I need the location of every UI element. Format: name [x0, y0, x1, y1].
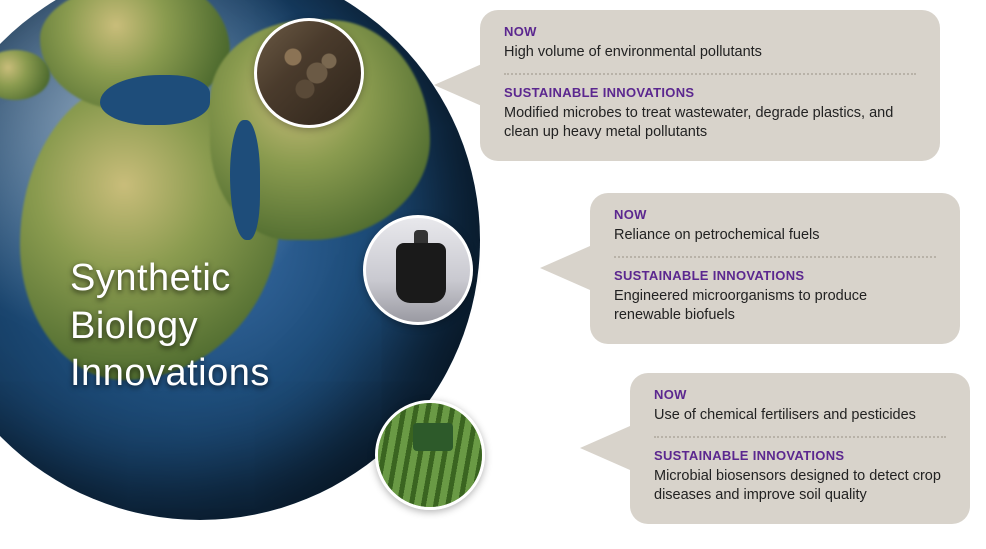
sea-red [230, 120, 260, 240]
title-line-1: Synthetic [70, 255, 270, 303]
innovations-text: Modified microbes to treat wastewater, d… [504, 104, 916, 143]
callout-fuel: NOW Reliance on petrochemical fuels SUST… [590, 193, 960, 344]
title-line-2: Biology [70, 303, 270, 351]
innovations-text: Engineered microorganisms to produce ren… [614, 287, 936, 326]
now-text: High volume of environmental pollutants [504, 43, 916, 63]
callout-pollutants: NOW High volume of environmental polluta… [480, 10, 940, 161]
sea-mediterranean [100, 75, 210, 125]
now-text: Reliance on petrochemical fuels [614, 226, 936, 246]
now-heading: NOW [654, 387, 946, 402]
title-line-3: Innovations [70, 350, 270, 398]
now-text: Use of chemical fertilisers and pesticid… [654, 406, 946, 426]
circle-image-pollutants [254, 18, 364, 128]
callout-agriculture: NOW Use of chemical fertilisers and pest… [630, 373, 970, 524]
divider [654, 436, 946, 438]
circle-image-fuel [363, 215, 473, 325]
innovations-heading: SUSTAINABLE INNOVATIONS [504, 85, 916, 100]
now-heading: NOW [614, 207, 936, 222]
innovations-heading: SUSTAINABLE INNOVATIONS [654, 448, 946, 463]
infographic-title: Synthetic Biology Innovations [70, 255, 270, 398]
circle-image-agriculture [375, 400, 485, 510]
divider [614, 256, 936, 258]
innovations-text: Microbial biosensors designed to detect … [654, 467, 946, 506]
innovations-heading: SUSTAINABLE INNOVATIONS [614, 268, 936, 283]
divider [504, 73, 916, 75]
now-heading: NOW [504, 24, 916, 39]
